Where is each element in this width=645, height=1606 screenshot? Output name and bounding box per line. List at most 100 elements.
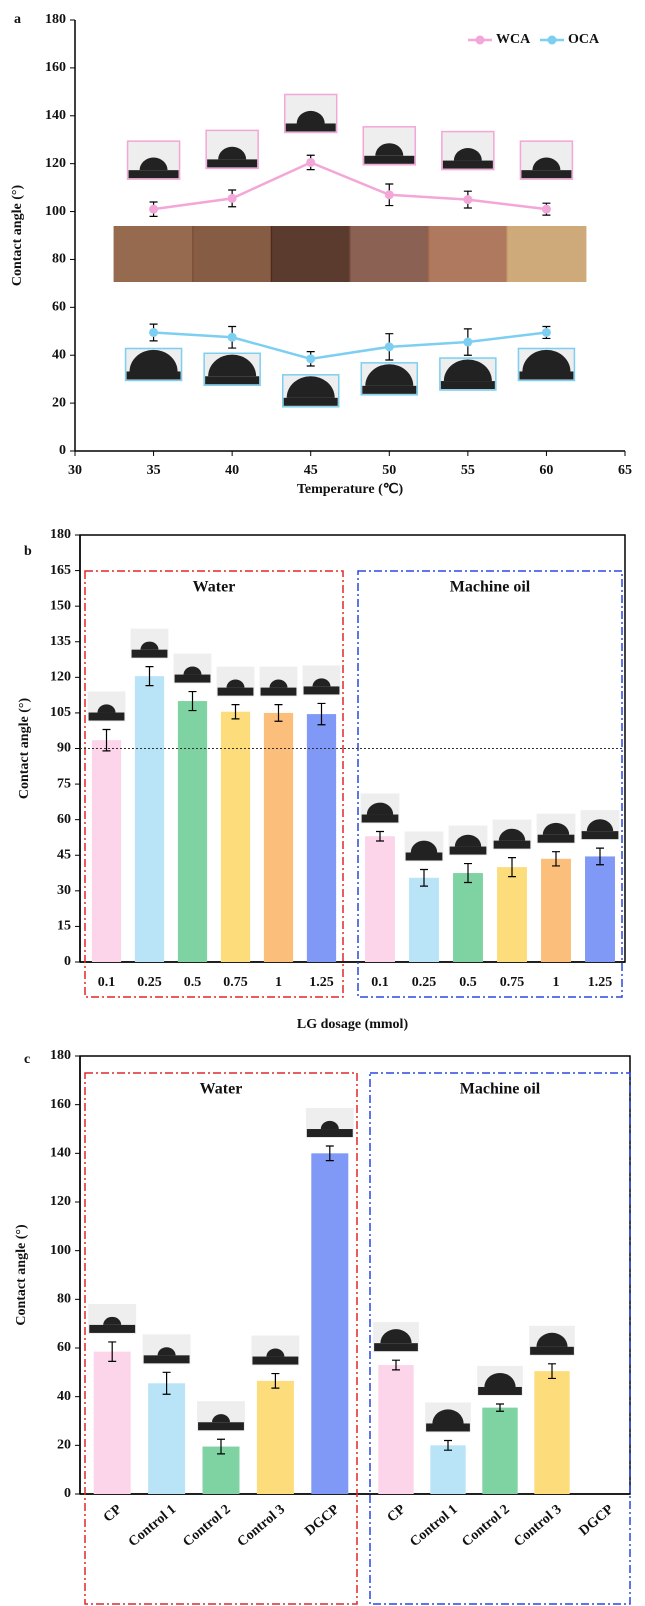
droplet-photo-base: [88, 712, 125, 721]
group-label: Machine oil: [460, 1081, 541, 1098]
y-tick-label: 0: [59, 443, 66, 458]
x-tick-label: 1.25: [588, 975, 613, 990]
droplet-photo-base: [217, 687, 254, 696]
error-bar: [217, 1438, 225, 1455]
droplet: [157, 1347, 176, 1356]
x-tick-label: 0.1: [98, 975, 116, 990]
droplet: [296, 110, 325, 124]
y-tick-label: 40: [52, 347, 66, 362]
x-tick-label: 0.5: [459, 975, 477, 990]
error-bar: [188, 690, 197, 712]
x-tick-label: DGCP: [577, 1502, 617, 1539]
sample-photo: [506, 226, 587, 282]
bar: [202, 1446, 240, 1494]
droplet-photo-base: [478, 1386, 522, 1395]
droplet-photo-base: [260, 687, 297, 696]
y-tick-label: 135: [50, 634, 71, 649]
y-tick-label: 15: [57, 919, 71, 934]
droplet-photo-base: [374, 1343, 418, 1352]
x-tick-label: 1: [553, 975, 560, 990]
bar: [306, 714, 337, 962]
error-bar: [376, 830, 384, 842]
legend-label: OCA: [568, 32, 600, 47]
droplet-photo-base: [131, 649, 168, 658]
droplet: [183, 666, 202, 675]
error-bar: [596, 847, 604, 866]
droplet: [410, 840, 438, 853]
y-tick-label: 100: [50, 1243, 71, 1258]
droplet: [103, 1316, 122, 1325]
bar: [148, 1383, 186, 1494]
point: [463, 195, 473, 205]
x-tick-label: 35: [147, 463, 161, 478]
sample-photo: [349, 226, 430, 282]
bar: [453, 873, 483, 962]
y-tick-label: 180: [45, 12, 66, 27]
error-bar: [325, 1145, 334, 1162]
sample-photo: [427, 226, 508, 282]
x-tick-label: 30: [68, 463, 82, 478]
y-axis-label: Contact angle (°): [17, 698, 32, 800]
droplet: [366, 802, 394, 815]
droplet-photo-base: [440, 381, 495, 390]
droplet-photo-base: [285, 123, 336, 132]
droplet-photo-base: [198, 1422, 244, 1431]
y-tick-label: 165: [50, 563, 71, 578]
y-tick-label: 75: [57, 776, 71, 791]
error-bar: [444, 1439, 452, 1451]
error-bar: [392, 1359, 400, 1371]
droplet-photo-base: [126, 371, 181, 380]
y-tick-label: 45: [57, 847, 71, 862]
droplet: [129, 349, 178, 372]
y-tick-label: 80: [57, 1292, 71, 1307]
droplet: [586, 819, 614, 832]
droplet: [536, 1332, 568, 1347]
droplet-photo-base: [426, 1423, 470, 1432]
droplet: [454, 834, 482, 847]
bar: [311, 1153, 349, 1494]
droplet: [212, 1414, 230, 1423]
bar: [482, 1407, 518, 1494]
sample-photo: [270, 226, 351, 282]
droplet: [286, 376, 335, 398]
droplet: [365, 364, 414, 386]
x-tick-label: 50: [382, 463, 396, 478]
bar: [177, 701, 208, 962]
droplet-photo-base: [362, 385, 417, 394]
x-tick-label: 1: [275, 975, 282, 990]
x-axis-label: LG dosage (mmol): [297, 1017, 409, 1032]
point: [306, 354, 316, 364]
group-frame: [84, 570, 344, 998]
y-tick-label: 30: [57, 883, 71, 898]
droplet-photo-base: [405, 852, 443, 861]
droplet: [542, 822, 570, 835]
bar: [134, 676, 165, 962]
panel-label: c: [24, 1052, 30, 1067]
group-label: Water: [193, 579, 236, 596]
group-frame: [369, 1072, 631, 1605]
x-tick-label: Control 3: [235, 1502, 288, 1550]
droplet-photo-base: [128, 170, 179, 179]
droplet-photo-base: [521, 170, 572, 179]
y-tick-label: 90: [57, 741, 71, 756]
legend-marker: [475, 35, 485, 45]
x-axis-label: Temperature (℃): [297, 482, 404, 497]
group-label: Machine oil: [450, 579, 531, 596]
y-axis-label: Contact angle (°): [14, 1224, 29, 1326]
x-tick-label: Control 3: [511, 1502, 564, 1550]
sample-photo: [113, 226, 194, 282]
droplet-photo-base: [442, 160, 493, 169]
y-tick-label: 120: [45, 156, 66, 171]
y-tick-label: 40: [57, 1389, 71, 1404]
y-tick-label: 80: [52, 252, 66, 267]
x-tick-label: 0.5: [184, 975, 202, 990]
error-bar: [317, 702, 326, 726]
droplet: [218, 146, 247, 160]
droplet: [380, 1329, 412, 1344]
error-bar: [552, 851, 560, 867]
y-tick-label: 140: [45, 108, 66, 123]
bar: [263, 712, 294, 962]
point: [227, 193, 237, 203]
x-tick-label: 55: [461, 463, 475, 478]
